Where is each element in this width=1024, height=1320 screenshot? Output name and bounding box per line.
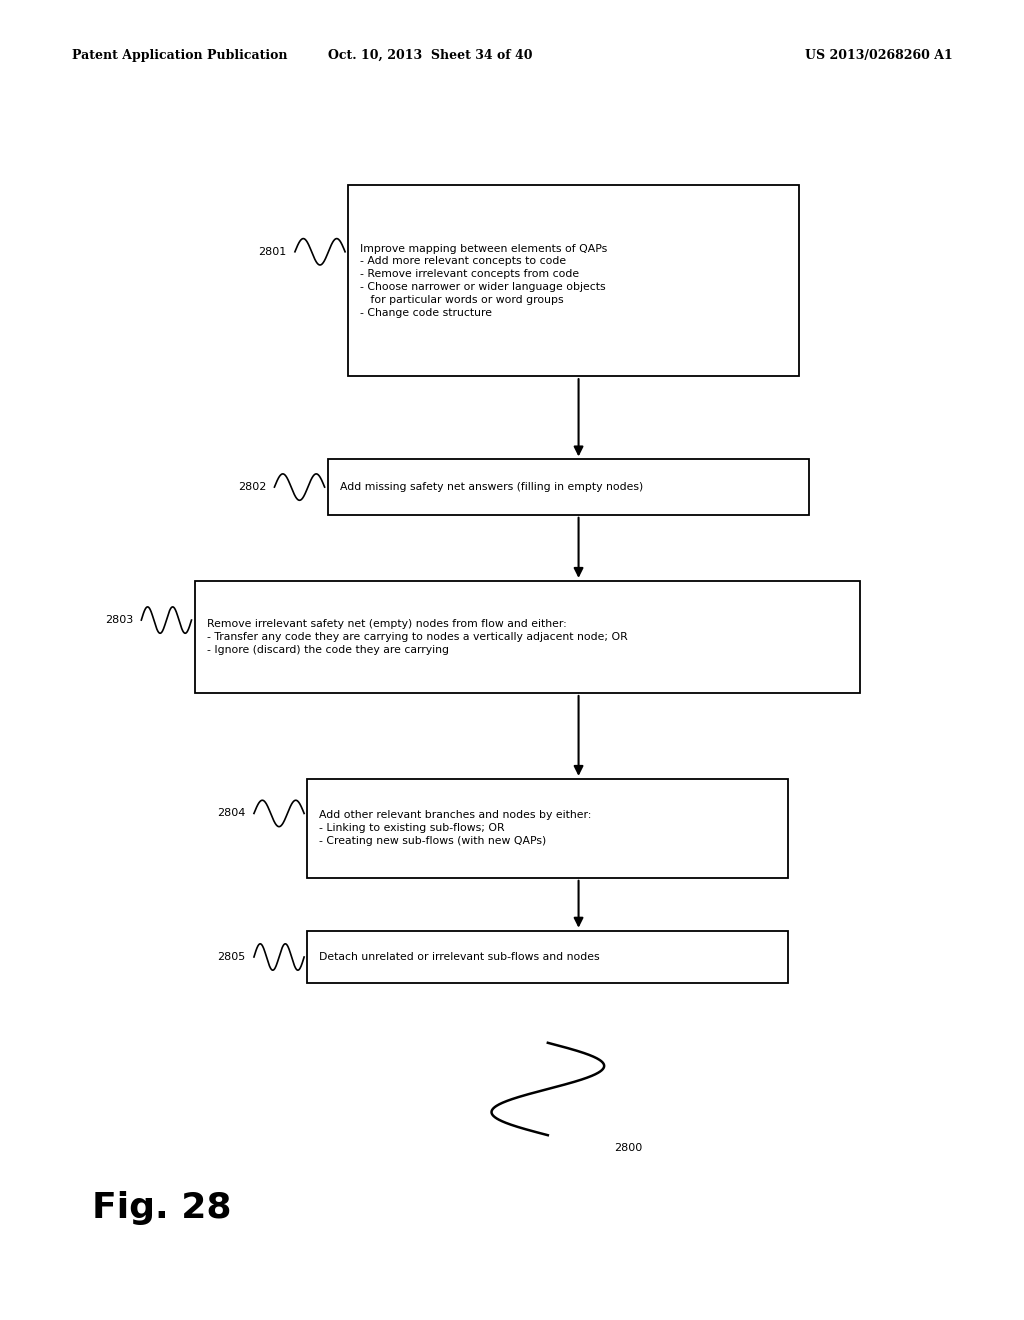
FancyBboxPatch shape (307, 779, 788, 878)
FancyBboxPatch shape (328, 459, 809, 515)
FancyBboxPatch shape (348, 185, 799, 376)
FancyBboxPatch shape (307, 931, 788, 983)
Text: 2802: 2802 (238, 482, 266, 492)
Text: Patent Application Publication: Patent Application Publication (72, 49, 287, 62)
Text: Fig. 28: Fig. 28 (92, 1191, 231, 1225)
Text: Remove irrelevant safety net (empty) nodes from flow and either:
- Transfer any : Remove irrelevant safety net (empty) nod… (207, 619, 628, 655)
Text: 2801: 2801 (258, 247, 287, 257)
Text: 2803: 2803 (104, 615, 133, 626)
Text: Detach unrelated or irrelevant sub-flows and nodes: Detach unrelated or irrelevant sub-flows… (319, 952, 600, 962)
Text: Add missing safety net answers (filling in empty nodes): Add missing safety net answers (filling … (340, 482, 643, 492)
Text: Oct. 10, 2013  Sheet 34 of 40: Oct. 10, 2013 Sheet 34 of 40 (328, 49, 532, 62)
Text: 2800: 2800 (614, 1143, 643, 1154)
Text: Improve mapping between elements of QAPs
- Add more relevant concepts to code
- : Improve mapping between elements of QAPs… (360, 243, 607, 318)
Text: 2805: 2805 (217, 952, 246, 962)
Text: US 2013/0268260 A1: US 2013/0268260 A1 (805, 49, 952, 62)
Text: Add other relevant branches and nodes by either:
- Linking to existing sub-flows: Add other relevant branches and nodes by… (319, 810, 592, 846)
Text: 2804: 2804 (217, 808, 246, 818)
FancyBboxPatch shape (195, 581, 860, 693)
